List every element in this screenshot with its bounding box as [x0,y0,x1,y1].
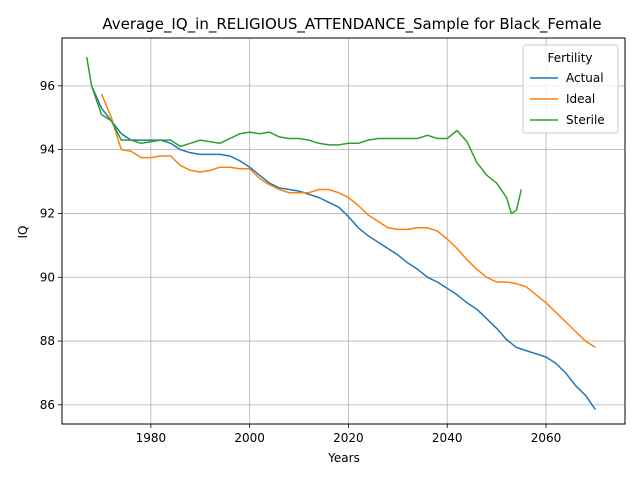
y-tick-label: 94 [40,143,55,157]
chart-title: Average_IQ_in_RELIGIOUS_ATTENDANCE_Sampl… [102,15,601,34]
legend-label-actual: Actual [566,71,604,85]
x-tick-label: 2040 [432,431,463,445]
y-tick-label: 92 [40,206,55,220]
plot-area [61,37,626,425]
legend-label-sterile: Sterile [566,113,605,127]
series-line-ideal [100,93,596,349]
y-tick-label: 86 [40,398,55,412]
y-tick-label: 90 [40,270,55,284]
legend-label-ideal: Ideal [566,92,595,106]
y-tick-label: 88 [40,334,55,348]
legend-box [522,44,619,134]
legend-title: Fertility [547,51,592,65]
legend: Fertility Actual Ideal Sterile [522,44,619,134]
x-tick-label: 2020 [333,431,364,445]
x-tick-label: 2000 [234,431,265,445]
x-axis-label: Years [327,451,360,465]
y-tick-label: 96 [40,79,55,93]
y-axis: 86 88 90 92 94 96 [40,79,62,412]
series-layer [85,56,597,411]
y-axis-label: IQ [16,226,30,239]
x-tick-label: 2060 [531,431,562,445]
series-line-actual [90,85,597,411]
x-axis: 1980 2000 2020 2040 2060 [136,424,562,445]
x-tick-label: 1980 [136,431,167,445]
grid [62,38,625,424]
series-line-sterile [85,56,523,215]
